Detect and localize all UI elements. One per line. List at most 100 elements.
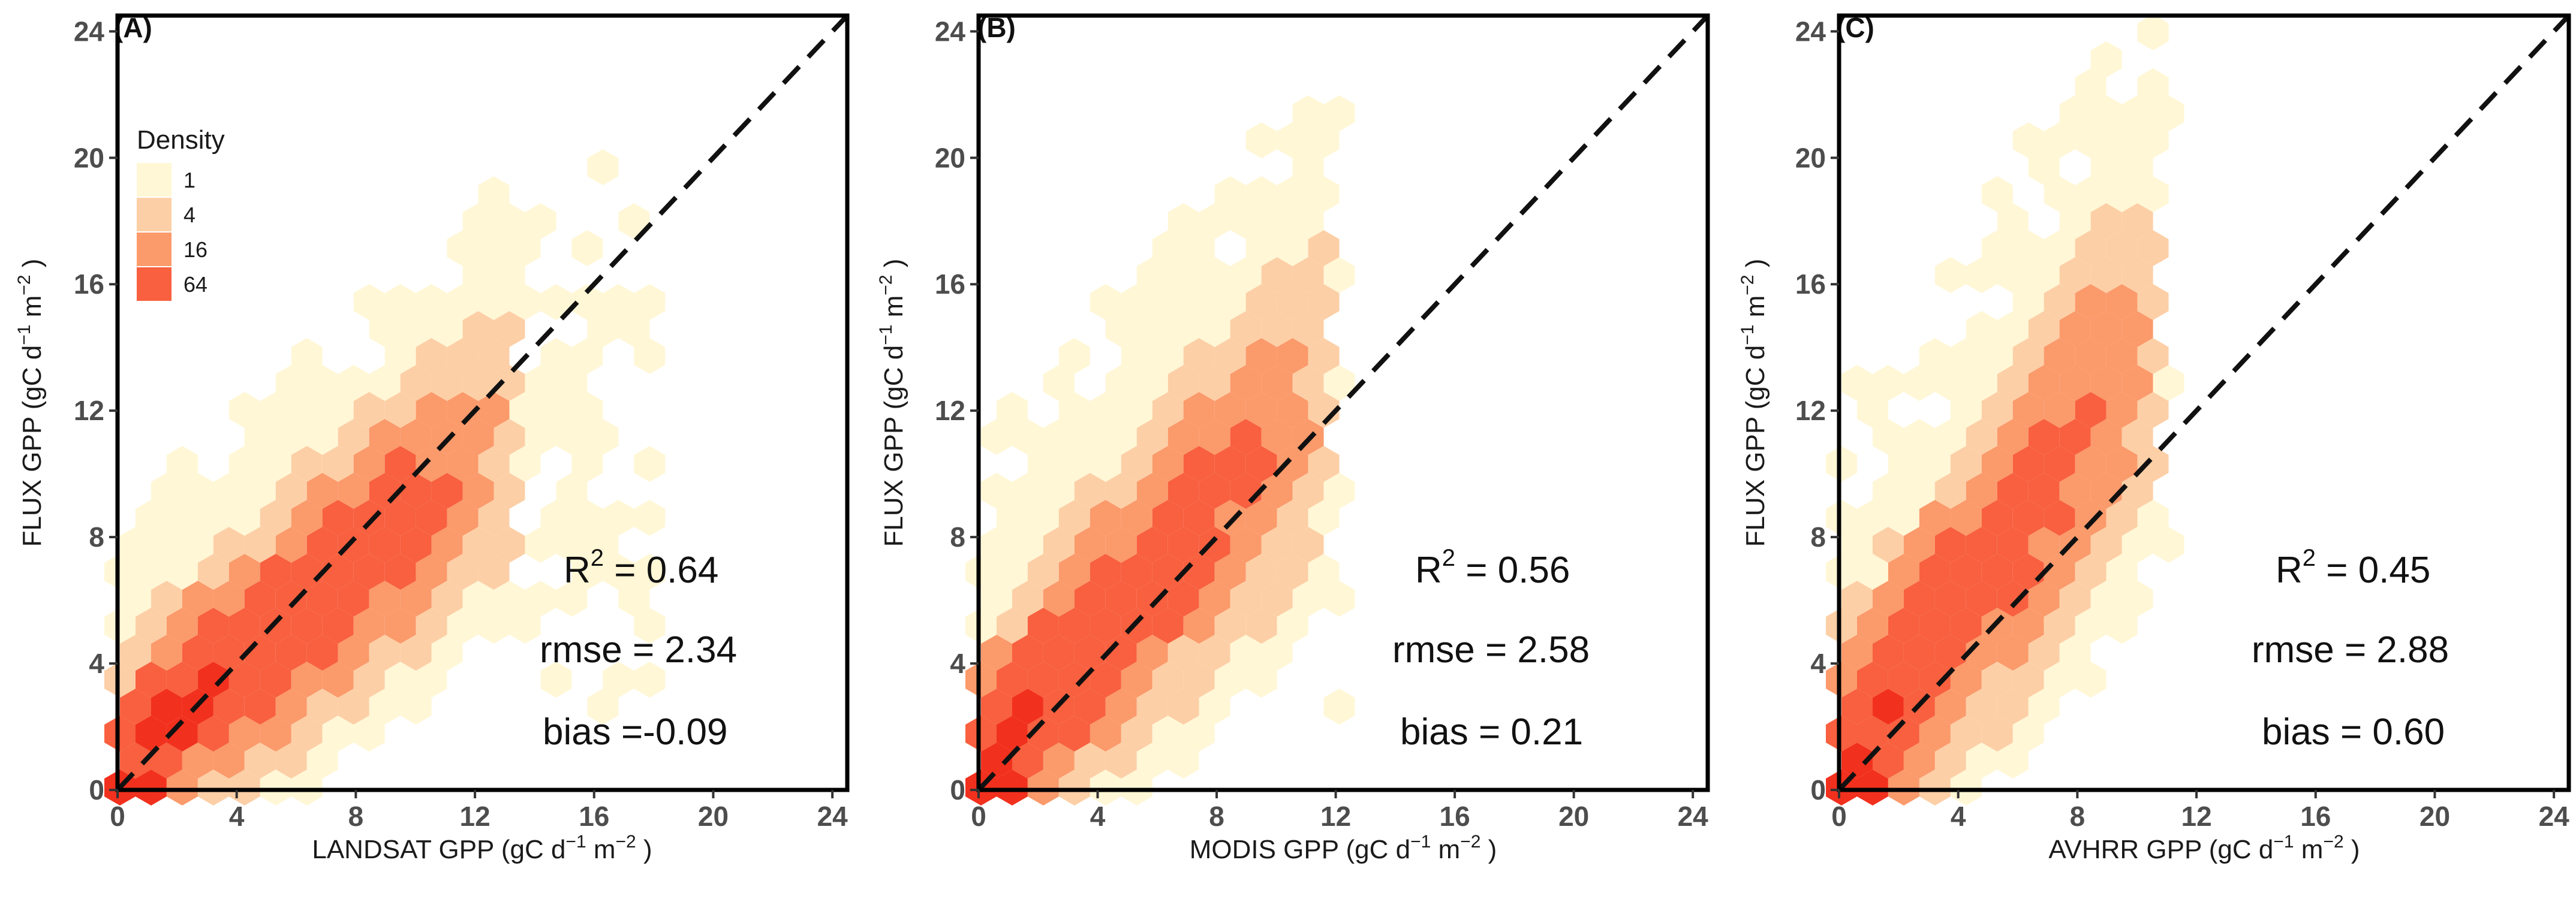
hex-bin xyxy=(1261,473,1293,509)
hex-bin xyxy=(1903,581,1935,617)
hex-bin xyxy=(603,500,634,536)
panel-a-x-axis-title: LANDSAT GPP (gC d−1 m−2 ) xyxy=(312,832,652,864)
hex-bin xyxy=(1308,176,1340,212)
hex-bin xyxy=(2106,608,2138,644)
hex-bin xyxy=(322,662,354,698)
hex-bin xyxy=(275,635,307,671)
hex-bin xyxy=(1121,500,1152,536)
hex-bin xyxy=(369,311,401,347)
legend-swatch-1 xyxy=(137,163,171,197)
hex-bin xyxy=(1152,554,1184,590)
hex-bin xyxy=(416,284,447,320)
hex-bin xyxy=(634,446,666,482)
hex-bin xyxy=(1903,473,1935,509)
hex-bin xyxy=(2059,95,2091,131)
hex-bin xyxy=(2121,581,2153,617)
hex-bin xyxy=(981,581,1012,617)
hex-bin xyxy=(2121,419,2153,455)
hex-bin xyxy=(1043,635,1075,671)
hex-bin xyxy=(1136,527,1168,563)
hex-bin xyxy=(1199,419,1230,455)
hex-bin xyxy=(213,473,245,509)
hex-bin xyxy=(104,608,136,644)
hex-bin xyxy=(197,662,229,698)
hex-bin xyxy=(228,446,260,482)
hex-bin xyxy=(151,635,182,671)
hex-bin xyxy=(634,500,666,536)
hex-bin xyxy=(1199,257,1230,293)
hex-bin xyxy=(2137,122,2169,158)
hex-bin xyxy=(1323,581,1355,617)
hex-bin xyxy=(2044,284,2075,320)
hex-bin xyxy=(1857,392,1888,428)
hex-bin xyxy=(2121,203,2153,239)
hex-bin xyxy=(260,554,291,590)
hex-bin xyxy=(981,527,1012,563)
hex-bin xyxy=(136,662,167,698)
hex-bin xyxy=(431,635,463,671)
hex-bin xyxy=(447,392,479,428)
hex-bin xyxy=(260,716,291,752)
hex-bin xyxy=(1857,662,1888,698)
hex-bin xyxy=(2012,608,2044,644)
hex-bin xyxy=(213,527,245,563)
hex-bin xyxy=(540,392,572,428)
hex-bin xyxy=(2028,419,2060,455)
hex-bin xyxy=(1199,581,1230,617)
hex-bin xyxy=(213,743,245,779)
hex-bin xyxy=(416,392,447,428)
hex-bin xyxy=(338,635,369,671)
x-tick-label: 8 xyxy=(2070,801,2086,832)
hex-bin xyxy=(478,554,510,590)
hex-bin xyxy=(291,716,323,752)
hex-bin xyxy=(228,392,260,428)
hex-bin xyxy=(1183,392,1215,428)
hex-bin xyxy=(1919,446,1951,482)
y-tick-label: 24 xyxy=(1795,16,1826,47)
hex-bin xyxy=(1919,338,1951,374)
hex-bin xyxy=(431,581,463,617)
hex-bin xyxy=(1152,284,1184,320)
y-tick-label: 0 xyxy=(950,774,965,806)
hex-bin xyxy=(1230,635,1262,671)
hex-bin xyxy=(478,446,510,482)
hex-bin xyxy=(2121,527,2153,563)
hex-bin xyxy=(1074,689,1106,725)
hex-bin xyxy=(1981,176,2013,212)
hex-bin xyxy=(2137,392,2169,428)
hex-bin xyxy=(213,635,245,671)
hex-bin xyxy=(306,689,338,725)
hex-bin xyxy=(182,527,213,563)
hex-bin xyxy=(1152,500,1184,536)
hex-bin xyxy=(1121,392,1152,428)
hex-bin xyxy=(1841,689,1873,725)
hex-bin xyxy=(353,500,385,536)
hex-bin xyxy=(1308,338,1340,374)
hex-bin xyxy=(1857,608,1888,644)
hex-bin xyxy=(965,608,997,644)
hex-bin xyxy=(182,581,213,617)
x-tick-label: 24 xyxy=(817,801,848,832)
hex-bin xyxy=(462,419,494,455)
hex-bin xyxy=(1136,581,1168,617)
hex-bin xyxy=(493,581,525,617)
hex-bin xyxy=(997,716,1028,752)
hex-bin xyxy=(1105,365,1137,401)
legend-title: Density xyxy=(137,125,225,155)
x-tick-label: 24 xyxy=(2539,801,2570,832)
hex-bin xyxy=(1950,500,1982,536)
hex-bin xyxy=(1136,743,1168,779)
hex-bin xyxy=(1857,554,1888,590)
hex-bin xyxy=(1873,581,1904,617)
hex-bin xyxy=(1873,473,1904,509)
hex-bin xyxy=(1012,689,1043,725)
hex-bin xyxy=(1997,689,2029,725)
hex-bin xyxy=(1966,257,1997,293)
hex-bin xyxy=(1090,446,1121,482)
hex-bin xyxy=(166,770,198,806)
hex-bin xyxy=(1245,284,1277,320)
hex-bin xyxy=(997,608,1028,644)
hex-bin xyxy=(244,689,276,725)
hex-bin xyxy=(1261,419,1293,455)
hex-bin xyxy=(1997,635,2029,671)
